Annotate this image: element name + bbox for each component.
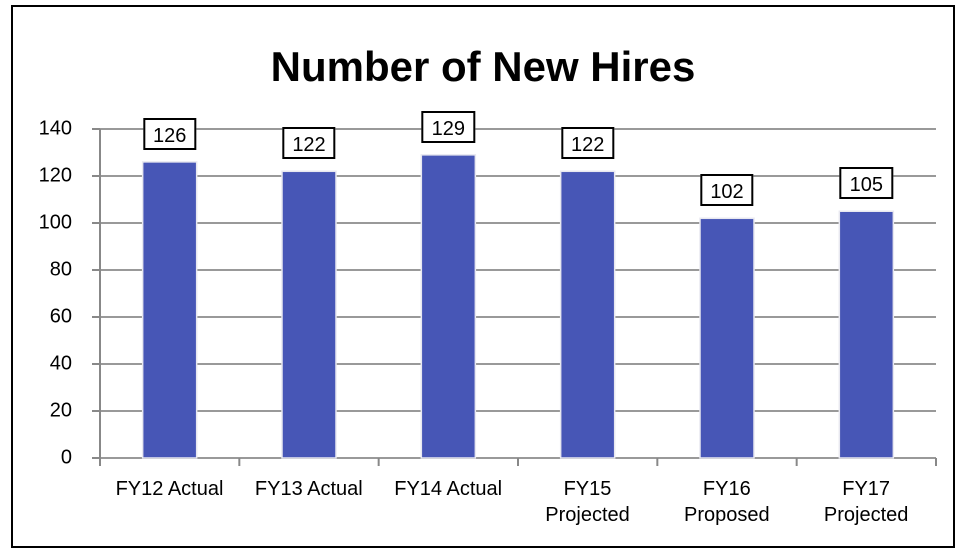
y-tick-label: 140 (39, 117, 72, 139)
bar (699, 217, 755, 459)
data-label: 105 (839, 167, 894, 200)
y-tick-label: 60 (50, 305, 72, 327)
y-tick-label: 40 (50, 352, 72, 374)
x-tick-label: FY15 Projected (545, 478, 630, 526)
bar (141, 161, 198, 459)
data-label: 122 (560, 127, 615, 160)
data-label: 102 (700, 174, 754, 207)
x-tick-label: FY17 Projected (823, 478, 909, 526)
y-tick-label: 100 (39, 211, 72, 233)
y-tick-label: 20 (50, 399, 72, 421)
bar (420, 154, 477, 459)
y-tick-label: 0 (61, 446, 72, 468)
data-label: 129 (421, 110, 476, 143)
x-tick-label: FY16 Proposed (684, 478, 770, 526)
bar (559, 170, 616, 459)
chart-title: Number of New Hires (271, 43, 696, 90)
x-tick-label: FY13 Actual (254, 478, 363, 500)
x-tick-label: FY14 Actual (394, 478, 503, 500)
bar (281, 170, 337, 459)
data-label: 126 (142, 117, 197, 150)
data-label: 122 (282, 127, 336, 160)
x-tick-label: FY12 Actual (115, 478, 224, 500)
bar (838, 210, 895, 459)
y-tick-label: 120 (39, 164, 72, 186)
y-tick-label: 80 (50, 258, 72, 280)
